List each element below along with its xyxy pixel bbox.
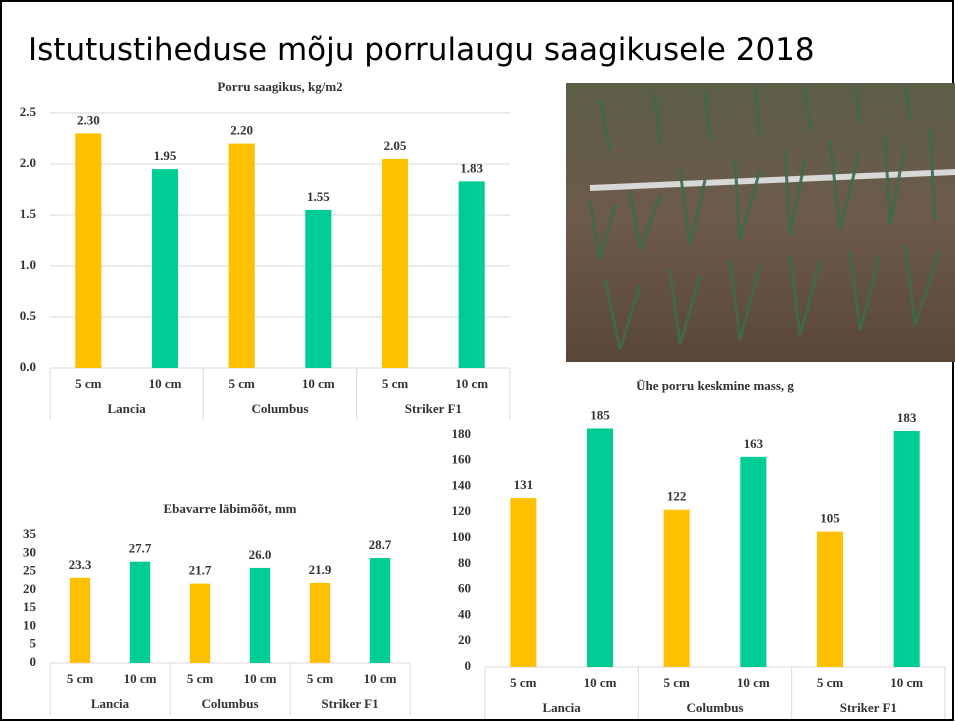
bar [893,431,920,667]
y-tick-label: 40 [458,606,471,621]
y-tick-label: 0 [465,658,472,673]
y-tick-label: 2.0 [20,155,36,170]
value-label: 1.55 [307,189,330,204]
y-tick-label: 30 [23,544,36,559]
bar [228,143,255,368]
value-label: 23.3 [69,557,92,572]
value-label: 163 [744,436,764,451]
value-label: 2.30 [77,112,100,127]
x-tick-label: 10 cm [364,671,397,686]
value-label: 2.05 [384,138,407,153]
bar [740,456,767,667]
x-tick-label: 10 cm [890,675,923,690]
bar [249,567,271,663]
group-label: Columbus [201,696,258,711]
value-label: 1.83 [460,160,483,175]
value-label: 185 [590,407,610,422]
x-tick-label: 10 cm [124,671,157,686]
bar [663,509,690,667]
y-tick-label: 2.5 [20,104,37,119]
value-label: 21.9 [309,562,332,577]
y-tick-label: 160 [452,452,472,467]
x-tick-label: 5 cm [663,675,690,690]
y-tick-label: 35 [23,526,37,541]
bar [75,133,102,368]
x-tick-label: 10 cm [149,376,182,391]
y-tick-label: 60 [458,581,471,596]
x-tick-label: 10 cm [455,376,488,391]
x-tick-label: 10 cm [302,376,335,391]
bar [151,169,179,368]
y-tick-label: 180 [452,426,472,441]
value-label: 1.95 [154,148,177,163]
bar [458,181,485,368]
bar [129,561,151,663]
y-tick-label: 0.0 [20,359,36,374]
value-label: 21.7 [189,563,212,578]
x-tick-label: 10 cm [737,675,770,690]
value-label: 131 [514,477,534,492]
x-tick-label: 5 cm [228,376,255,391]
bar [69,577,91,663]
bar [510,498,537,667]
y-tick-label: 5 [30,636,37,651]
x-tick-label: 10 cm [584,675,617,690]
bar [309,582,331,663]
group-label: Lancia [543,700,582,715]
group-label: Columbus [251,401,308,416]
y-tick-label: 20 [23,581,36,596]
photo [566,83,955,362]
x-tick-label: 10 cm [244,671,277,686]
y-tick-label: 10 [23,617,36,632]
value-label: 2.20 [230,123,253,138]
y-tick-label: 25 [23,563,37,578]
value-label: 27.7 [129,541,152,556]
y-tick-label: 100 [452,529,472,544]
bar [381,158,409,368]
y-tick-label: 1.0 [20,257,36,272]
value-label: 28.7 [369,537,392,552]
chart-title: Porru saagikus, kg/m2 [217,79,342,94]
x-tick-label: 5 cm [817,675,844,690]
value-label: 122 [667,489,687,504]
y-tick-label: 0.5 [20,308,37,323]
group-label: Striker F1 [405,401,462,416]
x-tick-label: 5 cm [307,671,334,686]
chart-title: Ebavarre läbimõõt, mm [164,501,297,516]
x-tick-label: 5 cm [67,671,94,686]
y-tick-label: 140 [452,477,472,492]
y-tick-label: 120 [452,503,472,518]
value-label: 26.0 [249,547,272,562]
x-tick-label: 5 cm [382,376,409,391]
value-label: 183 [897,410,917,425]
group-label: Columbus [686,700,743,715]
bar [305,209,332,368]
bar [816,531,844,667]
bar [586,428,614,667]
group-label: Lancia [108,401,147,416]
x-tick-label: 5 cm [187,671,214,686]
chart-title: Ühe porru keskmine mass, g [636,378,794,393]
y-tick-label: 15 [23,599,37,614]
value-label: 105 [820,511,840,526]
y-tick-label: 20 [458,632,471,647]
y-tick-label: 0 [30,654,37,669]
group-label: Striker F1 [321,696,378,711]
group-label: Striker F1 [840,700,897,715]
x-tick-label: 5 cm [75,376,102,391]
bar [369,558,391,663]
x-tick-label: 5 cm [510,675,537,690]
group-label: Lancia [91,696,130,711]
slide-title: Istutustiheduse mõju porrulaugu saagikus… [28,32,815,68]
bar [189,583,211,663]
y-tick-label: 1.5 [20,206,37,221]
y-tick-label: 80 [458,555,471,570]
